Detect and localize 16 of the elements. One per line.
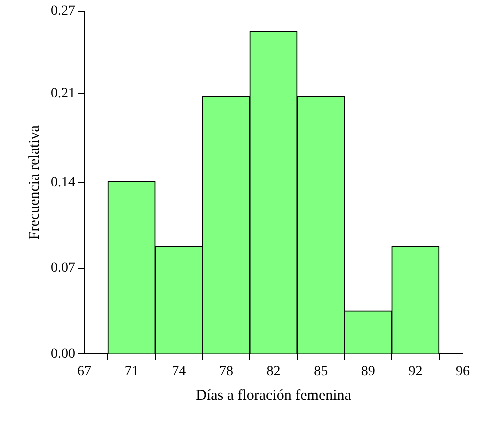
x-tick-label: 82 (266, 364, 281, 380)
y-tick-label: 0.21 (51, 86, 76, 102)
x-tick-label: 96 (456, 364, 470, 380)
y-tick-label: 0.27 (51, 4, 76, 20)
x-tick-label: 92 (408, 364, 423, 380)
y-tick-label: 0.07 (51, 261, 76, 276)
x-tick-label: 67 (78, 364, 92, 380)
y-tick-label: 0.14 (51, 175, 76, 190)
x-tick-label: 78 (219, 364, 234, 380)
x-tick-label: 85 (314, 364, 328, 380)
y-axis-title: Frecuencia relativa (26, 125, 43, 240)
x-tick-label: 71 (124, 364, 139, 380)
x-axis-title: Días a floración femenina (196, 388, 352, 404)
x-tick-label: 89 (361, 364, 376, 380)
y-tick-label: 0.00 (51, 346, 76, 362)
x-tick-label: 74 (172, 364, 186, 380)
